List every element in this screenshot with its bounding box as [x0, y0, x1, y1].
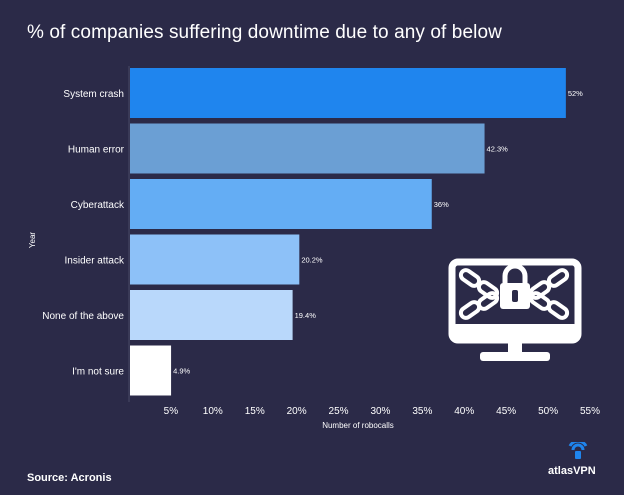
- atlasvpn-logo-icon: [568, 442, 588, 459]
- value-label: 52%: [568, 89, 583, 98]
- x-tick-label: 35%: [412, 406, 432, 417]
- y-axis-title: Year: [28, 232, 37, 249]
- category-label: System crash: [63, 89, 124, 100]
- category-label: Human error: [68, 145, 125, 156]
- locked-computer-icon: [448, 258, 582, 361]
- value-label: 4.9%: [173, 367, 190, 376]
- bar-3: [130, 234, 300, 285]
- chart-title: % of companies suffering downtime due to…: [27, 22, 502, 43]
- value-label: 36%: [434, 200, 449, 209]
- bar-5: [130, 345, 172, 396]
- x-tick-label: 30%: [370, 406, 390, 417]
- x-tick-label: 45%: [496, 406, 516, 417]
- x-axis-title: Number of robocalls: [322, 421, 394, 430]
- x-tick-label: 25%: [329, 406, 349, 417]
- value-label: 20.2%: [301, 256, 323, 265]
- bar-0: [130, 68, 566, 118]
- x-tick-label: 20%: [287, 406, 307, 417]
- x-tick-label: 50%: [538, 406, 558, 417]
- value-label: 42.3%: [487, 145, 509, 154]
- brand-name: atlasVPN: [548, 465, 596, 477]
- bar-1: [130, 123, 485, 174]
- x-tick-label: 55%: [580, 406, 600, 417]
- source-note: Source: Acronis: [27, 472, 112, 484]
- category-label: None of the above: [42, 311, 124, 322]
- category-label: I'm not sure: [72, 367, 124, 378]
- bar-4: [130, 290, 293, 340]
- category-label: Cyberattack: [71, 200, 125, 211]
- x-tick-label: 15%: [245, 406, 265, 417]
- category-label: Insider attack: [65, 256, 125, 267]
- x-tick-label: 5%: [164, 406, 179, 417]
- x-tick-label: 40%: [454, 406, 474, 417]
- bar-2: [130, 179, 432, 229]
- x-tick-label: 10%: [203, 406, 223, 417]
- value-label: 19.4%: [295, 311, 317, 320]
